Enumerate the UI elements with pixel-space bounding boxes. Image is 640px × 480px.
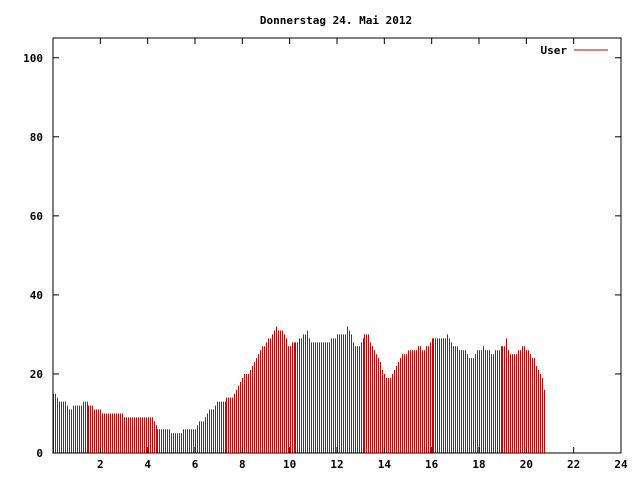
y-tick-label: 80 xyxy=(30,131,43,144)
y-tick-label: 20 xyxy=(30,368,43,381)
x-tick-label: 14 xyxy=(378,458,392,471)
x-tick-label: 6 xyxy=(192,458,199,471)
x-tick-label: 2 xyxy=(97,458,104,471)
x-tick-label: 24 xyxy=(614,458,628,471)
chart-title: Donnerstag 24. Mai 2012 xyxy=(260,14,412,27)
y-tick-label: 100 xyxy=(23,52,43,65)
x-tick-label: 22 xyxy=(567,458,580,471)
y-tick-label: 60 xyxy=(30,210,43,223)
x-tick-label: 8 xyxy=(239,458,246,471)
x-tick-label: 20 xyxy=(520,458,533,471)
legend-label-user: User xyxy=(541,44,568,57)
bars-layer xyxy=(53,326,545,453)
x-tick-label: 16 xyxy=(425,458,439,471)
x-tick-label: 10 xyxy=(283,458,296,471)
x-tick-label: 12 xyxy=(330,458,343,471)
y-tick-label: 40 xyxy=(30,289,43,302)
x-tick-label: 4 xyxy=(144,458,151,471)
x-tick-label: 18 xyxy=(472,458,485,471)
legend: User xyxy=(541,44,608,57)
y-tick-label: 0 xyxy=(36,447,43,460)
